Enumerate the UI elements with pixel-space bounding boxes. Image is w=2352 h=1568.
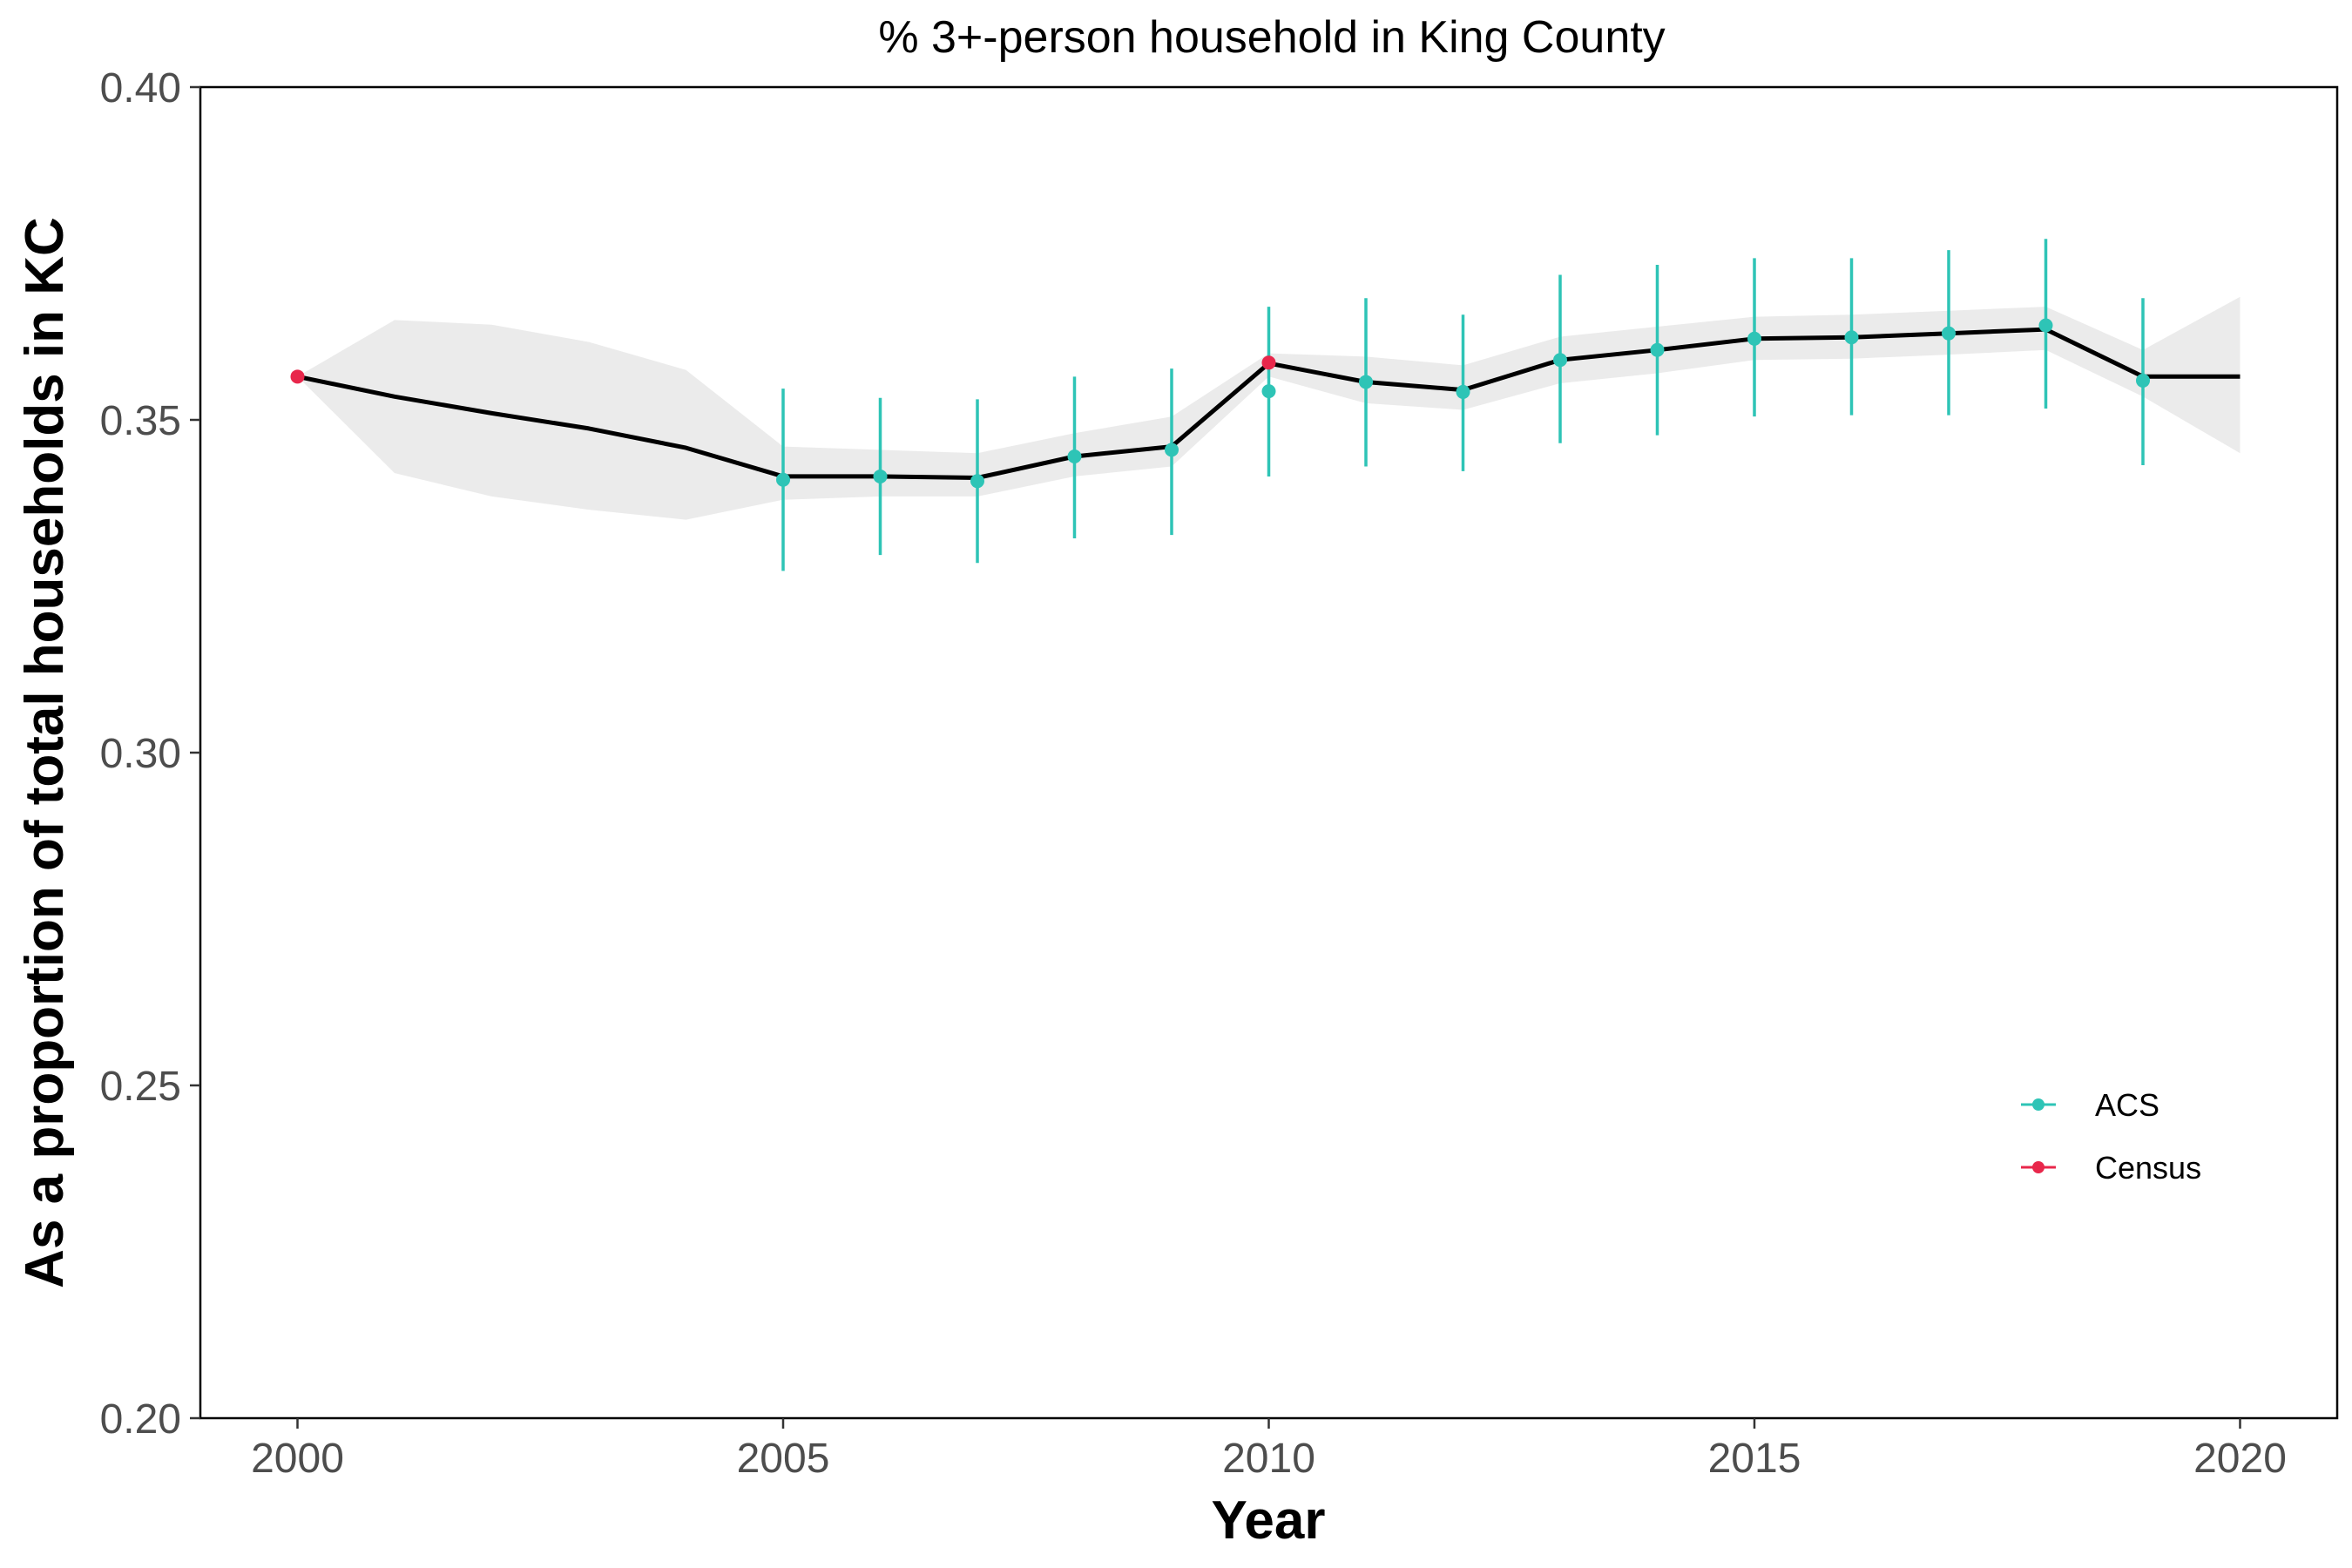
y-tick-label: 0.30 (100, 731, 181, 777)
acs-point (1650, 342, 1665, 357)
x-tick-label: 2020 (2193, 1436, 2287, 1482)
acs-point (776, 472, 790, 487)
acs-point (1942, 326, 1956, 341)
acs-point (970, 474, 984, 489)
x-tick-label: 2005 (737, 1436, 830, 1482)
legend-label: Census (2095, 1150, 2201, 1186)
acs-point (1456, 384, 1470, 399)
legend-key-point (2032, 1161, 2044, 1173)
y-axis: 0.20 0.25 0.30 0.35 0.40 (100, 65, 200, 1443)
acs-point (1067, 449, 1082, 464)
acs-point (2038, 318, 2053, 333)
acs-point (1747, 331, 1761, 346)
acs-point (1261, 384, 1276, 399)
x-axis: 2000 2005 2010 2015 2020 (251, 1418, 2287, 1482)
legend-label: ACS (2095, 1087, 2159, 1123)
y-tick-label: 0.25 (100, 1064, 181, 1110)
census-point (1261, 355, 1276, 370)
chart-title: % 3+-person household in King County (878, 12, 1665, 63)
x-tick-label: 2000 (251, 1436, 344, 1482)
census-point (290, 369, 305, 384)
point-layer (290, 318, 2150, 489)
x-tick-label: 2010 (1222, 1436, 1315, 1482)
acs-point (1553, 353, 1567, 368)
acs-point (2136, 373, 2150, 388)
x-axis-title: Year (1211, 1490, 1325, 1551)
legend-key-point (2032, 1098, 2044, 1111)
y-tick-label: 0.20 (100, 1396, 181, 1443)
y-tick-label: 0.35 (100, 398, 181, 444)
y-tick-label: 0.40 (100, 65, 181, 112)
x-tick-label: 2015 (1708, 1436, 1801, 1482)
acs-point (1165, 443, 1179, 457)
acs-point (1844, 330, 1859, 345)
acs-point (873, 469, 888, 483)
acs-point (1359, 375, 1373, 389)
legend: ACS Census (2021, 1087, 2201, 1186)
y-axis-title: As a proportion of total households in K… (15, 217, 75, 1288)
